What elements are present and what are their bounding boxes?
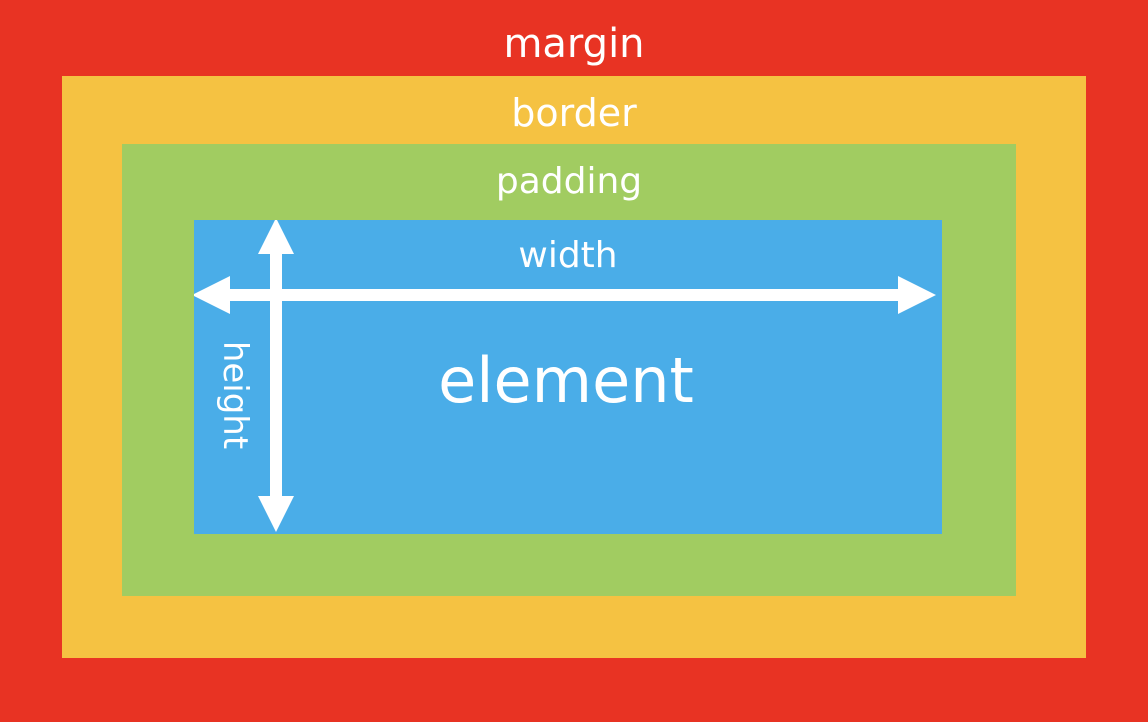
margin-label: margin [503,21,645,67]
width-label: width [518,235,618,276]
dimension-arrows [194,220,936,532]
height-arrow-icon [258,220,294,532]
element-box: width element height [194,220,942,534]
padding-label: padding [495,161,643,202]
border-box: border padding width element height [62,76,1086,658]
border-label: border [511,91,637,135]
width-arrow-icon [194,276,936,314]
element-label: element [438,344,694,417]
padding-box: padding width element height [122,144,1016,596]
